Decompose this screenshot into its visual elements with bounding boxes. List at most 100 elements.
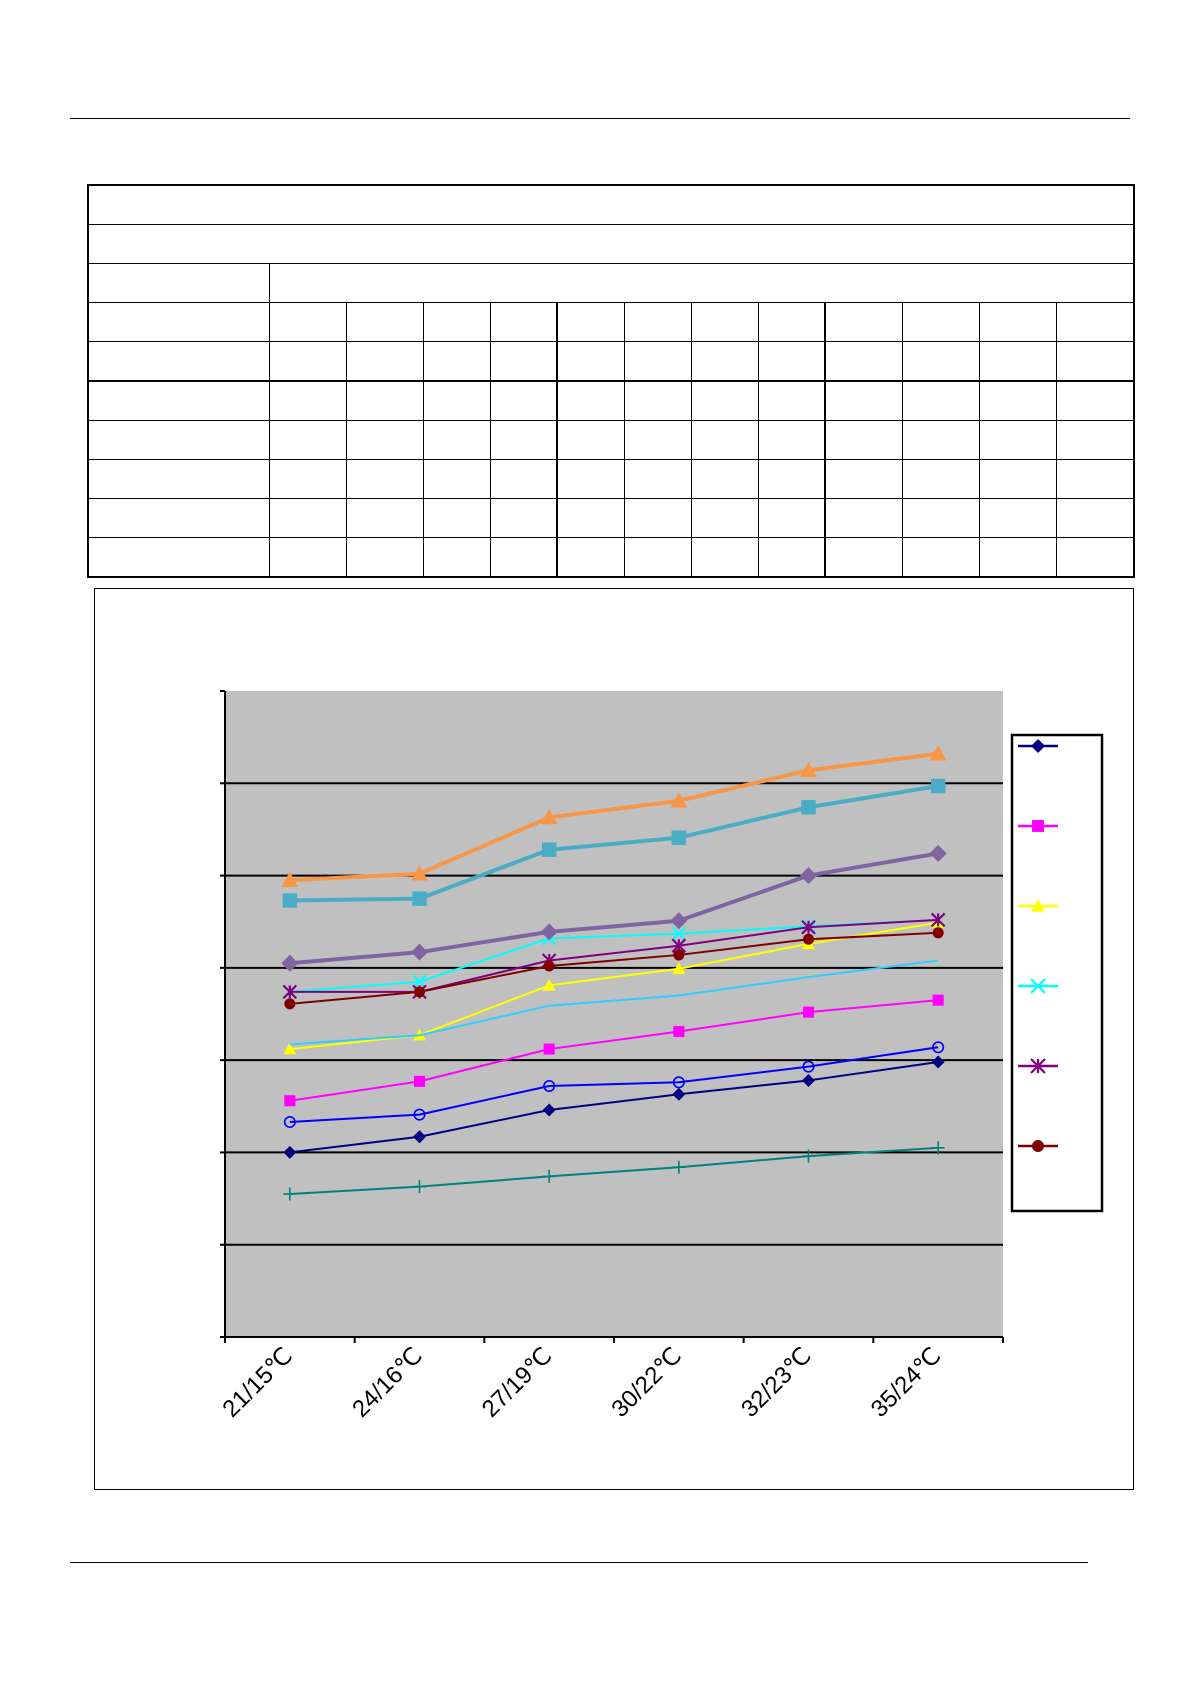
table-cell (345, 302, 424, 342)
table-cell (623, 302, 692, 342)
chart-frame (94, 588, 1134, 1490)
data-point (542, 1103, 556, 1117)
data-point (671, 830, 687, 845)
table-cell (690, 302, 759, 342)
data-point (283, 1187, 297, 1201)
series-line-7 (289, 1146, 939, 1195)
table-cell (422, 537, 491, 578)
table-cell (489, 537, 558, 578)
table-cell (422, 459, 491, 499)
table-cell (978, 380, 1057, 421)
header-rule (70, 118, 1130, 119)
x-tick-label: 32/23℃ (736, 1342, 817, 1423)
table-cell (690, 537, 759, 578)
table-cell (757, 380, 826, 421)
data-point (929, 745, 947, 761)
data-point (672, 1160, 686, 1174)
data-point (283, 1115, 296, 1128)
table-cell (824, 459, 903, 499)
table-header-row (87, 263, 1136, 303)
table-cell (978, 341, 1057, 382)
data-point (670, 792, 688, 808)
data-point (543, 960, 555, 972)
data-point (413, 1075, 426, 1087)
data-point (411, 943, 428, 961)
table-cell (268, 341, 347, 382)
data-point (282, 893, 298, 908)
table-cell (978, 498, 1057, 538)
table-cell (757, 537, 826, 578)
data-point (281, 871, 299, 887)
spec-table (86, 184, 1136, 578)
data-point (802, 1060, 815, 1073)
series-line-5 (289, 918, 939, 993)
table-cell (345, 498, 424, 538)
data-point (543, 1079, 556, 1092)
table-cell (87, 537, 270, 578)
data-point (802, 1073, 815, 1087)
table-cell (901, 537, 980, 578)
table-cell (489, 498, 558, 538)
table-cell (690, 341, 759, 382)
data-point (413, 1180, 426, 1194)
table-cell (268, 302, 347, 342)
series-line-12 (289, 959, 939, 1046)
table-cell (690, 498, 759, 538)
data-point (930, 778, 946, 794)
table-row (87, 341, 1136, 382)
data-point (283, 1145, 297, 1159)
table-cell (268, 263, 1136, 303)
table-cell (978, 420, 1057, 460)
table-cell (757, 302, 826, 342)
table-cell (1055, 341, 1136, 382)
table-cell (345, 380, 424, 421)
data-point (412, 891, 427, 906)
data-point (284, 998, 296, 1010)
x-tick-label: 24/16℃ (347, 1342, 428, 1423)
data-point (672, 1087, 686, 1101)
series-line-9 (289, 751, 939, 883)
series-line-10 (289, 851, 939, 966)
plot-area (225, 691, 1003, 1337)
series-line-11 (289, 1046, 939, 1123)
table-cell (623, 380, 692, 421)
data-point (540, 808, 558, 825)
table-cell (87, 459, 270, 499)
data-point (801, 800, 816, 815)
table-cell (87, 302, 270, 342)
table-cell (901, 420, 980, 460)
legend-marker (1032, 1140, 1044, 1152)
table-cell (901, 341, 980, 382)
series-line-6 (289, 931, 939, 1005)
data-point (800, 867, 817, 885)
data-point (932, 1041, 945, 1054)
data-point (929, 844, 947, 862)
table-cell (978, 459, 1057, 499)
table-cell (824, 341, 903, 382)
table-cell (623, 498, 692, 538)
data-point (932, 927, 944, 939)
series-line-8 (289, 784, 939, 903)
x-tick-label: 30/22℃ (606, 1342, 687, 1423)
table-cell (757, 459, 826, 499)
series-line-1 (289, 1060, 939, 1154)
data-point (543, 1043, 555, 1055)
data-point (413, 1130, 426, 1144)
data-point (802, 1149, 815, 1163)
data-point (282, 984, 298, 1000)
table-row (87, 459, 1136, 499)
data-point (284, 1095, 296, 1107)
table-cell (268, 537, 347, 578)
table-row (87, 498, 1136, 538)
data-point (672, 1076, 685, 1089)
data-point (542, 1169, 556, 1183)
data-point (411, 865, 428, 881)
table-cell (87, 498, 270, 538)
legend-marker (1030, 1058, 1046, 1074)
table-cell (422, 380, 491, 421)
table-cell (87, 263, 270, 303)
table-cell (489, 341, 558, 382)
table-cell (268, 380, 347, 421)
table-row (87, 302, 1136, 342)
